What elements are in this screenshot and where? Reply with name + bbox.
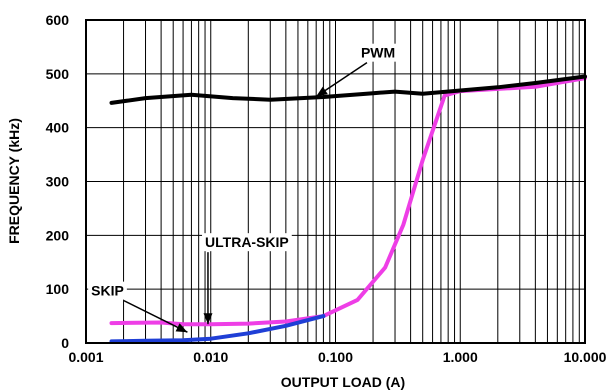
annotation-label-background: [202, 233, 292, 252]
y-tick-label: 300: [46, 174, 70, 190]
y-tick-label: 600: [46, 12, 70, 28]
annotation-label-ultra-skip: ULTRA-SKIP: [205, 234, 289, 250]
annotation-label-pwm: PWM: [361, 45, 395, 61]
x-tick-label: 0.001: [68, 349, 103, 365]
annotation-arrowhead: [175, 323, 188, 333]
annotation-arrowhead: [316, 86, 328, 97]
x-tick-label: 10.000: [564, 349, 607, 365]
y-axis-label: FREQUENCY (kHz): [6, 118, 22, 244]
y-tick-label: 0: [61, 335, 69, 351]
series-line-ultra-skip: [109, 76, 587, 327]
x-axis-label: OUTPUT LOAD (A): [281, 374, 405, 390]
plot-frame: [85, 19, 586, 344]
series-line-skip: [109, 314, 326, 344]
annotation-label-skip: SKIP: [91, 283, 124, 299]
x-tick-label: 0.010: [193, 349, 228, 365]
y-tick-label: 500: [46, 66, 70, 82]
x-tick-label: 1.000: [443, 349, 478, 365]
annotation-label-background: [357, 43, 399, 62]
y-tick-label: 400: [46, 120, 70, 136]
series-line-pwm: [109, 74, 587, 105]
y-tick-label: 100: [46, 281, 70, 297]
series-lines: [109, 74, 587, 344]
y-tick-label: 200: [46, 227, 70, 243]
x-tick-label: 0.100: [318, 349, 353, 365]
tick-labels: 0.001 0.010 0.100 1.000 10.000 0 100 200 300 400 5…: [46, 12, 607, 365]
annotation-arrow-line: [123, 299, 188, 333]
annotation-label-background: [88, 281, 127, 300]
annotations: PWM ULTRA-SKIP SKIP: [88, 43, 399, 333]
annotation-arrowhead: [203, 313, 213, 325]
grid-lines: [85, 19, 585, 344]
